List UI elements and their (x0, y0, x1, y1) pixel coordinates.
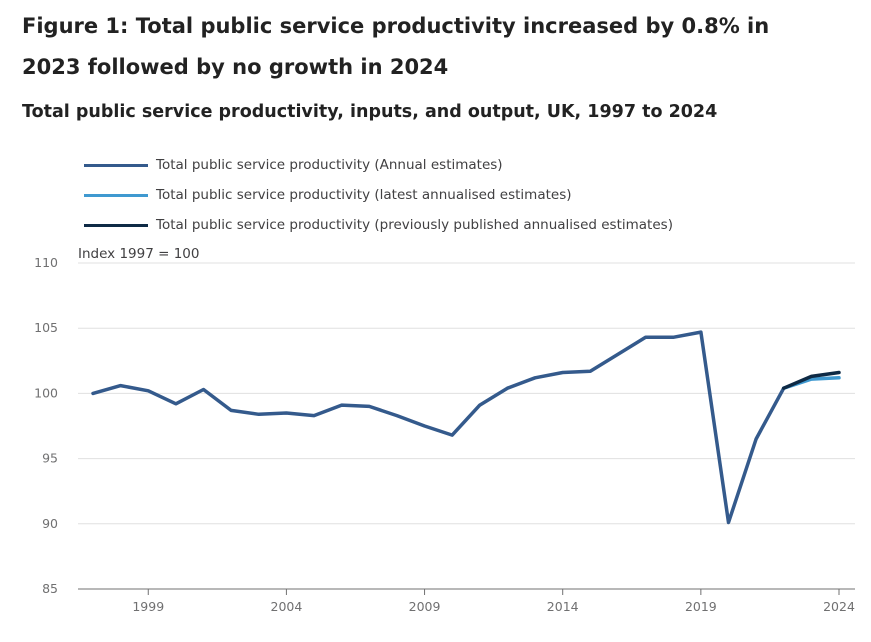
y-tick-label-90: 90 (42, 516, 58, 531)
legend-swatch-previous (84, 223, 148, 227)
x-tick-label-2009: 2009 (409, 599, 441, 614)
x-tick-label-2014: 2014 (547, 599, 579, 614)
legend-item-previous[interactable]: Total public service productivity (previ… (84, 210, 673, 240)
series-line-previous[interactable] (781, 370, 841, 390)
y-axis-tick-labels: 85 90 95 100 105 110 (34, 255, 58, 596)
chart-title: Figure 1: Total public service productiv… (22, 14, 770, 79)
series-line-annual[interactable] (91, 330, 786, 525)
x-tick-label-2019: 2019 (685, 599, 717, 614)
legend-swatch-annual (84, 163, 148, 167)
legend-item-annual[interactable]: Total public service productivity (Annua… (84, 150, 673, 180)
y-tick-label-110: 110 (34, 255, 58, 270)
x-axis: 1999 2004 2009 2014 2019 2024 (78, 588, 855, 614)
y-tick-label-85: 85 (42, 581, 58, 596)
legend-label-previous: Total public service productivity (previ… (156, 217, 673, 233)
chart-subtitle: Total public service productivity, input… (22, 102, 718, 122)
series-lines (91, 330, 841, 525)
y-axis-units-label: Index 1997 = 100 (78, 246, 200, 262)
x-tick-label-2024: 2024 (823, 599, 855, 614)
y-tick-label-100: 100 (34, 385, 58, 400)
legend-label-annual: Total public service productivity (Annua… (156, 157, 503, 173)
legend: Total public service productivity (Annua… (84, 150, 673, 240)
y-tick-label-95: 95 (42, 451, 58, 466)
y-tick-label-105: 105 (34, 320, 58, 335)
x-tick-label-1999: 1999 (132, 599, 164, 614)
legend-label-latest: Total public service productivity (lates… (156, 187, 572, 203)
legend-item-latest[interactable]: Total public service productivity (lates… (84, 180, 673, 210)
legend-swatch-latest (84, 193, 148, 197)
x-tick-label-2004: 2004 (271, 599, 303, 614)
